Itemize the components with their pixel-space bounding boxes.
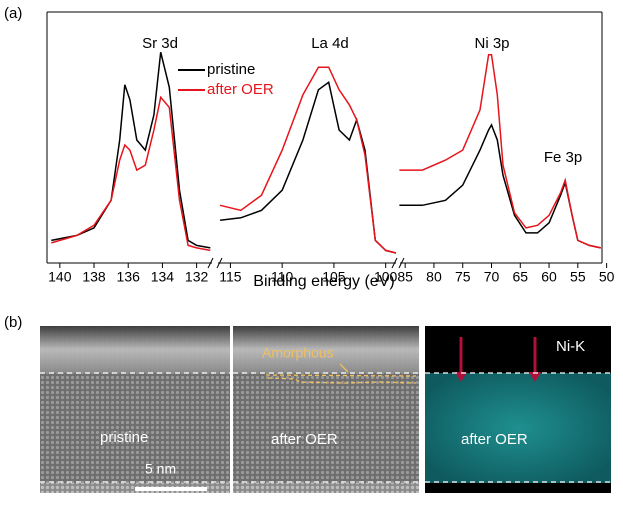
axis-break <box>391 257 398 269</box>
x-axis-label: Binding energy (eV) <box>253 273 394 290</box>
spectrum-line <box>399 123 601 249</box>
panel-label: (a) <box>4 5 22 22</box>
x-tick-label: 110 <box>271 269 294 285</box>
x-tick-label: 105 <box>322 269 346 285</box>
peak-label: Fe 3p <box>544 149 582 166</box>
spectrum-line <box>51 52 211 249</box>
x-tick-label: 85 <box>397 269 413 285</box>
image-label: after OER <box>271 431 338 448</box>
x-tick-label: 75 <box>455 269 471 285</box>
axis-break <box>398 257 405 269</box>
plot-area <box>46 11 603 263</box>
x-tick-label: 65 <box>512 269 528 285</box>
x-tick-label: 80 <box>426 269 442 285</box>
x-tick-label: 140 <box>48 269 72 285</box>
image-ni-k <box>425 326 611 493</box>
axis-break <box>216 257 223 269</box>
image-label: pristine <box>100 429 148 446</box>
image-pristine <box>40 326 230 493</box>
legend-label: pristine <box>207 61 255 78</box>
x-tick-label: 70 <box>484 269 500 285</box>
spectrum-line <box>51 95 211 252</box>
x-tick-label: 115 <box>219 269 242 285</box>
spectrum-line <box>219 66 397 254</box>
peak-label: Sr 3d <box>142 35 178 52</box>
x-tick-label: 55 <box>570 269 586 285</box>
peak-label: La 4d <box>311 35 349 52</box>
x-tick-label: 50 <box>599 269 615 285</box>
scale-bar <box>135 487 207 491</box>
annotation: Amorphous <box>262 345 334 361</box>
x-tick-label: 100 <box>374 269 398 285</box>
spectrum-line <box>220 81 397 254</box>
x-tick-label: 136 <box>117 269 141 285</box>
image-label: after OER <box>461 431 528 448</box>
image-label: Ni-K <box>556 338 585 355</box>
legend-label: after OER <box>207 81 274 98</box>
spectrum-line <box>399 53 601 249</box>
scale-label: 5 nm <box>145 461 176 477</box>
peak-label: Ni 3p <box>474 35 509 52</box>
image-label: substrate <box>279 497 337 513</box>
x-tick-label: 60 <box>541 269 557 285</box>
axis-break <box>207 257 214 269</box>
interface-lines <box>40 372 611 483</box>
panel-label: (b) <box>4 314 22 331</box>
x-tick-label: 134 <box>151 269 175 285</box>
x-tick-label: 132 <box>185 269 209 285</box>
x-tick-label: 138 <box>82 269 106 285</box>
image-after-oer <box>233 326 419 493</box>
